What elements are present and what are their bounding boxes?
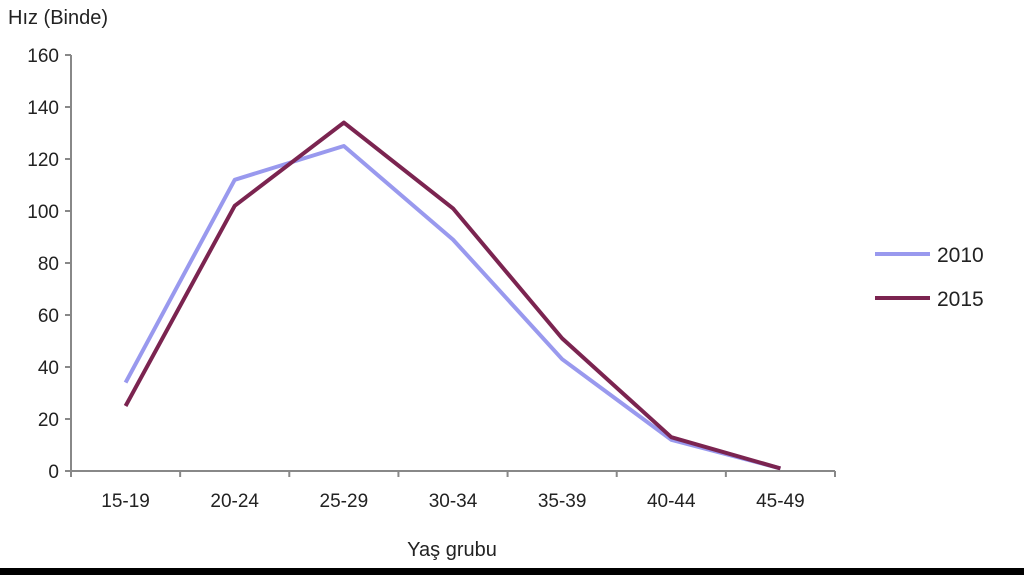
y-tick-label: 0 xyxy=(48,462,59,483)
x-tick-label: 15-19 xyxy=(101,491,150,512)
y-tick-label: 20 xyxy=(38,410,59,431)
legend-label-2015: 2015 xyxy=(937,288,984,311)
series-line-2010 xyxy=(123,144,781,471)
bottom-bar xyxy=(0,568,1024,575)
x-tick-label: 35-39 xyxy=(538,491,587,512)
x-axis-title: Yaş grubu xyxy=(407,539,497,561)
legend-label-2010: 2010 xyxy=(937,244,984,267)
x-tick-label: 45-49 xyxy=(756,491,805,512)
x-tick-label: 40-44 xyxy=(647,491,696,512)
y-tick-label: 40 xyxy=(38,358,59,379)
y-tick-label: 60 xyxy=(38,306,59,327)
y-axis-title: Hız (Binde) xyxy=(8,7,108,29)
x-tick-label: 30-34 xyxy=(429,491,478,512)
y-tick-label: 140 xyxy=(27,98,59,119)
series-line-2015 xyxy=(123,120,781,471)
x-tick-label: 25-29 xyxy=(320,491,369,512)
y-tick-label: 120 xyxy=(27,150,59,171)
y-tick-label: 160 xyxy=(27,46,59,67)
y-tick-label: 100 xyxy=(27,202,59,223)
x-tick-label: 20-24 xyxy=(210,491,259,512)
y-tick-label: 80 xyxy=(38,254,59,275)
